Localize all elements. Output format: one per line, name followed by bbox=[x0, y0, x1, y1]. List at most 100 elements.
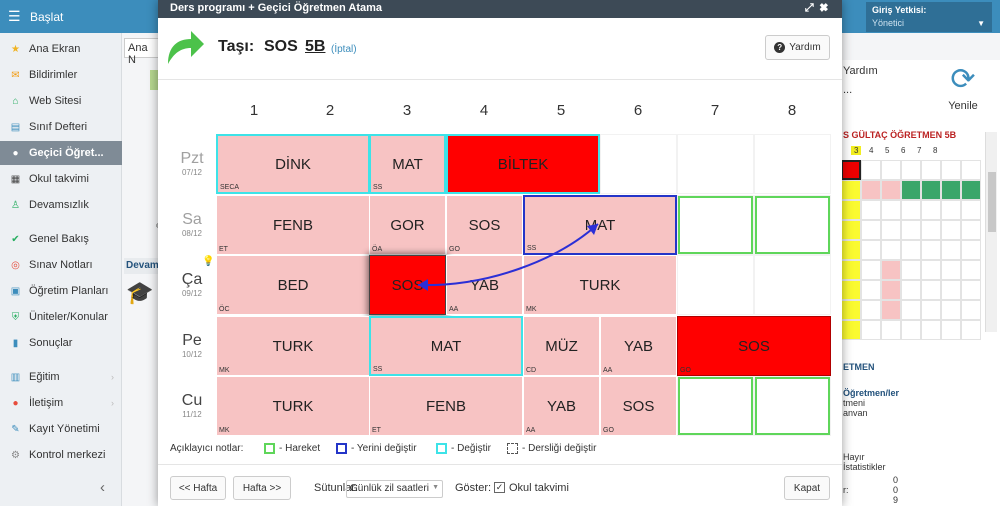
background-text: tmeni bbox=[843, 398, 866, 408]
close-button[interactable]: Kapat bbox=[784, 476, 830, 500]
sidebar-item-3[interactable]: ▤ Sınıf Defteri bbox=[0, 115, 122, 139]
background-grid-cell bbox=[861, 220, 881, 240]
education-icon: ▥ bbox=[10, 371, 21, 383]
lesson-cell[interactable]: MAT SS bbox=[523, 195, 677, 255]
caret-down-icon: ▼ bbox=[432, 484, 439, 491]
empty-slot[interactable] bbox=[677, 134, 754, 194]
refresh-icon: ⟳ bbox=[950, 63, 976, 96]
lesson-cell[interactable]: YAB AA bbox=[600, 316, 677, 376]
columns-select[interactable]: Günlük zil saatleri ▼ bbox=[346, 480, 443, 498]
sidebar-item-10[interactable]: ⛨ Üniteler/Konular bbox=[0, 305, 122, 329]
move-class-link[interactable]: 5B bbox=[305, 38, 326, 55]
lesson-subject: FENB bbox=[425, 397, 466, 415]
close-icon[interactable]: ✖ bbox=[819, 2, 834, 14]
lesson-cell[interactable]: DİNK SECA bbox=[216, 134, 370, 194]
lesson-cell[interactable]: SOS GO bbox=[600, 376, 677, 436]
lesson-teacher: MK bbox=[219, 427, 230, 434]
lesson-teacher: SECA bbox=[220, 184, 240, 191]
empty-slot[interactable] bbox=[677, 255, 754, 315]
background-scrollbar[interactable] bbox=[985, 132, 997, 332]
lesson-subject: TURK bbox=[272, 337, 314, 355]
empty-slot[interactable] bbox=[754, 134, 831, 194]
background-period-number: 8 bbox=[933, 146, 938, 155]
sidebar-item-7[interactable]: ✔ Genel Bakış bbox=[0, 227, 122, 251]
sidebar-item-9[interactable]: ▣ Öğretim Planları bbox=[0, 279, 122, 303]
lesson-cell[interactable]: SOS GO bbox=[446, 195, 523, 255]
background-grid-cell bbox=[881, 160, 901, 180]
maximize-icon[interactable]: ⤢ bbox=[804, 2, 820, 14]
login-role-selector[interactable]: Giriş Yetkisi: Yönetici ▼ bbox=[866, 2, 992, 32]
lesson-cell[interactable]: SOS bbox=[369, 255, 446, 315]
sidebar-item-15[interactable]: ⚙ Kontrol merkezi bbox=[0, 443, 122, 467]
background-grid-cell bbox=[921, 160, 941, 180]
sidebar-item-label: Kontrol merkezi bbox=[29, 449, 106, 461]
lesson-cell[interactable]: TURK MK bbox=[216, 316, 370, 376]
background-text: ETMEN bbox=[843, 362, 875, 372]
day-label: Pe 10/12 bbox=[172, 332, 212, 359]
sidebar-item-label: Sınav Notları bbox=[29, 259, 93, 271]
sidebar-item-4[interactable]: ● Geçici Öğret... bbox=[0, 141, 122, 165]
collapse-sidebar-icon[interactable]: ‹ bbox=[100, 479, 105, 496]
lesson-subject: SOS bbox=[468, 216, 501, 234]
help-button[interactable]: ? Yardım bbox=[765, 35, 830, 60]
school-calendar-checkbox[interactable]: ✓ bbox=[494, 482, 505, 493]
sidebar-item-label: Web Sitesi bbox=[29, 95, 82, 107]
lesson-cell[interactable]: BİLTEK bbox=[446, 134, 600, 194]
lesson-cell[interactable]: MÜZ CD bbox=[523, 316, 600, 376]
sidebar-item-12[interactable]: ▥ Eğitim › bbox=[0, 365, 122, 389]
background-grid-cell bbox=[941, 280, 961, 300]
sidebar-item-5[interactable]: ▦ Okul takvimi bbox=[0, 167, 122, 191]
tab-ana-ekran[interactable]: Ana N bbox=[124, 38, 160, 66]
sidebar-item-11[interactable]: ▮ Sonuçlar bbox=[0, 331, 122, 355]
background-grid-cell bbox=[861, 300, 881, 320]
lesson-cell[interactable]: TURK MK bbox=[523, 255, 677, 315]
lesson-cell[interactable]: FENB ET bbox=[216, 195, 370, 255]
sidebar-item-6[interactable]: ♙ Devamsızlık bbox=[0, 193, 122, 217]
background-grid-cell bbox=[921, 320, 941, 340]
previous-week-button[interactable]: << Hafta bbox=[170, 476, 226, 500]
lesson-cell[interactable]: FENB ET bbox=[369, 376, 523, 436]
background-grid-cell bbox=[881, 220, 901, 240]
lesson-cell[interactable]: YAB AA bbox=[446, 255, 523, 315]
question-icon: ? bbox=[774, 42, 786, 53]
sidebar-item-0[interactable]: ★ Ana Ekran bbox=[0, 37, 122, 61]
move-target-slot[interactable] bbox=[755, 196, 830, 254]
lesson-cell[interactable]: MAT SS bbox=[369, 134, 446, 194]
lesson-cell[interactable]: YAB AA bbox=[523, 376, 600, 436]
refresh-button[interactable]: ⟳ Yenile bbox=[933, 60, 993, 126]
move-target-slot[interactable] bbox=[755, 377, 830, 435]
next-week-button[interactable]: Hafta >> bbox=[233, 476, 291, 500]
sidebar-item-14[interactable]: ✎ Kayıt Yönetimi bbox=[0, 417, 122, 441]
sidebar-item-13[interactable]: ● İletişim › bbox=[0, 391, 122, 415]
sidebar-item-1[interactable]: ✉ Bildirimler bbox=[0, 63, 122, 87]
cancel-move-link[interactable]: (İptal) bbox=[331, 44, 357, 55]
move-target-slot[interactable] bbox=[678, 196, 753, 254]
background-grid-cell bbox=[961, 200, 981, 220]
lesson-cell[interactable]: TURK MK bbox=[216, 376, 370, 436]
start-menu-button[interactable]: ☰ Başlat bbox=[0, 0, 122, 33]
day-name: Pzt bbox=[180, 150, 204, 167]
lesson-cell[interactable]: SOS GO bbox=[677, 316, 831, 376]
background-grid-cell bbox=[921, 200, 941, 220]
timetable-modal: Ders programı + Geçici Öğretmen Atama ⤢✖… bbox=[158, 0, 842, 506]
background-period-number: 5 bbox=[885, 146, 890, 155]
lesson-cell[interactable]: GOR ÖA bbox=[369, 195, 446, 255]
scroll-thumb[interactable] bbox=[988, 172, 996, 232]
empty-slot[interactable] bbox=[754, 255, 831, 315]
sidebar-item-8[interactable]: ◎ Sınav Notları bbox=[0, 253, 122, 277]
move-target-slot[interactable] bbox=[678, 377, 753, 435]
sidebar-item-2[interactable]: ⌂ Web Sitesi bbox=[0, 89, 122, 113]
lesson-teacher: ET bbox=[372, 427, 381, 434]
background-text: 0 bbox=[893, 485, 899, 495]
lesson-cell[interactable]: BED ÖC bbox=[216, 255, 370, 315]
background-grid-cell bbox=[941, 300, 961, 320]
day-name: Sa bbox=[182, 211, 202, 228]
empty-slot[interactable] bbox=[600, 134, 677, 194]
lesson-subject: DİNK bbox=[275, 155, 311, 173]
bar-chart-icon: ▮ bbox=[12, 337, 19, 349]
lesson-cell[interactable]: MAT SS bbox=[369, 316, 523, 376]
timetable-grid: 1 2 3 4 5 6 7 8 Pzt 07/12 Sa 08/12 Ça 09/12 Pe 10/12 Cu 1… bbox=[158, 82, 842, 440]
lesson-subject: SOS bbox=[622, 397, 655, 415]
background-grid-cell bbox=[941, 160, 961, 180]
day-date: 11/12 bbox=[182, 410, 202, 419]
